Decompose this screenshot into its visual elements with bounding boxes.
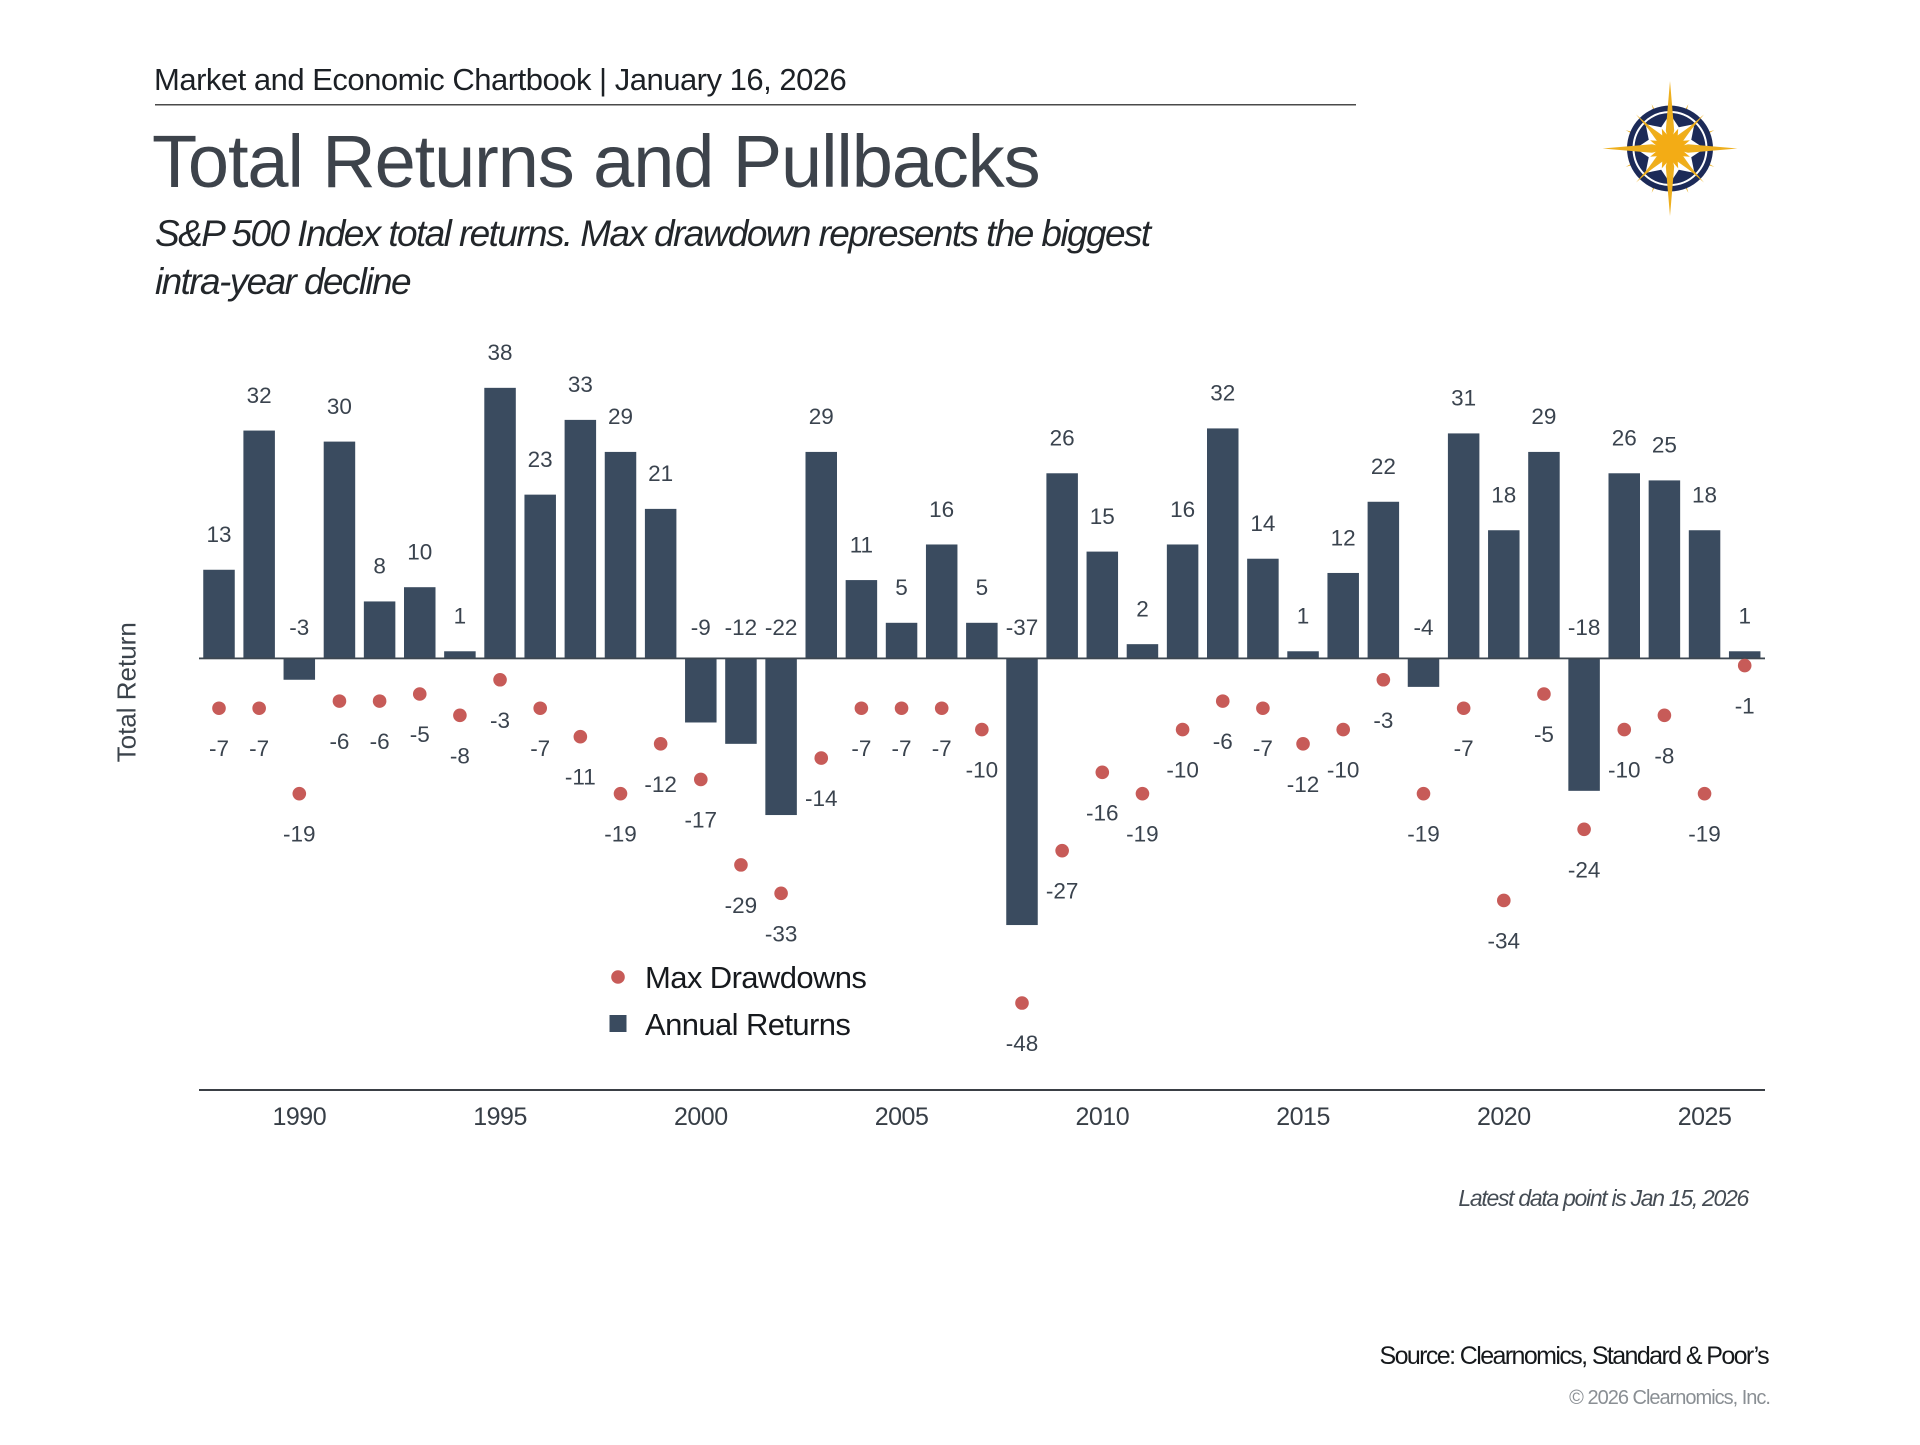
svg-text:1990: 1990 bbox=[272, 1103, 326, 1131]
svg-text:-9: -9 bbox=[691, 615, 711, 640]
svg-text:-17: -17 bbox=[685, 807, 718, 832]
svg-text:-19: -19 bbox=[1126, 822, 1159, 847]
svg-text:26: 26 bbox=[1050, 426, 1075, 451]
svg-text:2005: 2005 bbox=[875, 1103, 929, 1131]
svg-text:S&P 500 Index total returns. M: S&P 500 Index total returns. Max drawdow… bbox=[155, 213, 1153, 254]
svg-text:18: 18 bbox=[1491, 483, 1516, 508]
svg-text:-8: -8 bbox=[450, 743, 470, 768]
svg-text:33: 33 bbox=[568, 372, 593, 397]
svg-text:11: 11 bbox=[850, 532, 873, 557]
svg-text:-3: -3 bbox=[490, 708, 510, 733]
svg-text:31: 31 bbox=[1451, 386, 1476, 411]
svg-text:-4: -4 bbox=[1413, 615, 1433, 640]
svg-text:23: 23 bbox=[528, 447, 553, 472]
svg-text:13: 13 bbox=[206, 522, 231, 547]
svg-text:-12: -12 bbox=[1287, 772, 1320, 797]
svg-text:Max Drawdowns: Max Drawdowns bbox=[645, 960, 866, 995]
svg-text:1: 1 bbox=[1297, 604, 1310, 629]
svg-text:5: 5 bbox=[976, 575, 989, 600]
svg-text:-29: -29 bbox=[725, 893, 758, 918]
svg-text:Market and Economic Chartbook: Market and Economic Chartbook | January … bbox=[154, 62, 846, 97]
svg-text:-37: -37 bbox=[1006, 615, 1039, 640]
svg-text:-27: -27 bbox=[1046, 879, 1079, 904]
svg-text:-3: -3 bbox=[1373, 708, 1393, 733]
svg-text:16: 16 bbox=[1170, 497, 1195, 522]
svg-text:-1: -1 bbox=[1735, 694, 1755, 719]
svg-text:intra-year decline: intra-year decline bbox=[155, 261, 411, 302]
svg-text:-12: -12 bbox=[725, 615, 758, 640]
svg-text:-7: -7 bbox=[892, 736, 912, 761]
svg-text:-19: -19 bbox=[604, 822, 637, 847]
svg-text:5: 5 bbox=[895, 575, 908, 600]
svg-text:29: 29 bbox=[1531, 404, 1556, 429]
svg-text:14: 14 bbox=[1250, 511, 1275, 536]
svg-text:-7: -7 bbox=[530, 736, 550, 761]
svg-text:-33: -33 bbox=[765, 921, 798, 946]
svg-text:21: 21 bbox=[648, 461, 673, 486]
svg-text:-6: -6 bbox=[370, 729, 390, 754]
svg-text:-19: -19 bbox=[283, 822, 316, 847]
svg-text:-10: -10 bbox=[1327, 758, 1360, 783]
svg-text:-48: -48 bbox=[1006, 1031, 1039, 1056]
svg-text:1: 1 bbox=[1738, 604, 1751, 629]
svg-text:-7: -7 bbox=[209, 736, 229, 761]
svg-text:-7: -7 bbox=[1454, 736, 1474, 761]
svg-text:32: 32 bbox=[247, 383, 272, 408]
svg-text:-8: -8 bbox=[1654, 743, 1674, 768]
svg-text:-14: -14 bbox=[805, 786, 838, 811]
svg-text:Total Returns and Pullbacks: Total Returns and Pullbacks bbox=[152, 120, 1040, 203]
svg-text:2: 2 bbox=[1136, 596, 1149, 621]
svg-text:15: 15 bbox=[1090, 504, 1115, 529]
svg-text:2025: 2025 bbox=[1678, 1103, 1732, 1131]
svg-text:1: 1 bbox=[454, 604, 467, 629]
svg-text:-7: -7 bbox=[1253, 736, 1273, 761]
svg-text:-18: -18 bbox=[1568, 615, 1601, 640]
svg-text:8: 8 bbox=[373, 554, 386, 579]
svg-text:-6: -6 bbox=[329, 729, 349, 754]
svg-text:38: 38 bbox=[488, 340, 513, 365]
svg-text:26: 26 bbox=[1612, 426, 1637, 451]
svg-text:18: 18 bbox=[1692, 483, 1717, 508]
svg-text:-24: -24 bbox=[1568, 857, 1601, 882]
svg-text:-10: -10 bbox=[1166, 758, 1199, 783]
svg-text:22: 22 bbox=[1371, 454, 1396, 479]
svg-text:-12: -12 bbox=[644, 772, 677, 797]
svg-text:29: 29 bbox=[809, 404, 834, 429]
svg-text:-7: -7 bbox=[851, 736, 871, 761]
svg-text:-6: -6 bbox=[1213, 729, 1233, 754]
svg-text:-3: -3 bbox=[289, 615, 309, 640]
svg-text:-7: -7 bbox=[932, 736, 952, 761]
svg-text:-19: -19 bbox=[1688, 822, 1721, 847]
svg-text:2020: 2020 bbox=[1477, 1103, 1531, 1131]
svg-text:-10: -10 bbox=[1608, 758, 1641, 783]
svg-text:2000: 2000 bbox=[674, 1103, 728, 1131]
svg-text:Latest data point is Jan 15, 2: Latest data point is Jan 15, 2026 bbox=[1458, 1185, 1749, 1211]
svg-text:© 2026 Clearnomics, Inc.: © 2026 Clearnomics, Inc. bbox=[1569, 1387, 1770, 1409]
svg-text:12: 12 bbox=[1331, 525, 1356, 550]
svg-text:-5: -5 bbox=[410, 722, 430, 747]
svg-text:-22: -22 bbox=[765, 615, 798, 640]
svg-text:1995: 1995 bbox=[473, 1103, 527, 1131]
svg-text:-11: -11 bbox=[565, 765, 596, 790]
svg-text:-5: -5 bbox=[1534, 722, 1554, 747]
svg-text:2015: 2015 bbox=[1276, 1103, 1330, 1131]
svg-text:-16: -16 bbox=[1086, 800, 1119, 825]
svg-text:Source: Clearnomics, Standard: Source: Clearnomics, Standard & Poor’s bbox=[1380, 1342, 1770, 1370]
svg-text:-10: -10 bbox=[966, 758, 999, 783]
svg-text:32: 32 bbox=[1210, 381, 1235, 406]
svg-text:Total Return: Total Return bbox=[112, 622, 142, 762]
svg-text:25: 25 bbox=[1652, 433, 1677, 458]
svg-text:Annual Returns: Annual Returns bbox=[645, 1007, 850, 1042]
svg-text:16: 16 bbox=[929, 497, 954, 522]
svg-text:10: 10 bbox=[407, 540, 432, 565]
svg-text:2010: 2010 bbox=[1075, 1103, 1129, 1131]
svg-text:-7: -7 bbox=[249, 736, 269, 761]
svg-text:-19: -19 bbox=[1407, 822, 1440, 847]
svg-text:-34: -34 bbox=[1488, 928, 1521, 953]
svg-text:29: 29 bbox=[608, 404, 633, 429]
svg-text:30: 30 bbox=[327, 394, 352, 419]
